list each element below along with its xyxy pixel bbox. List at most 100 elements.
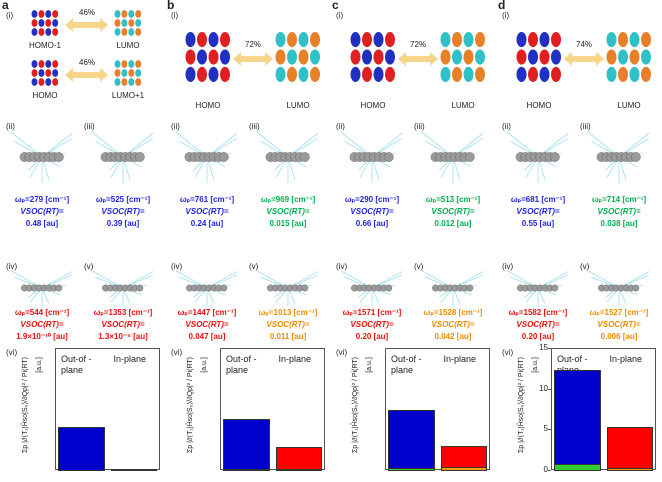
y-axis-label: Σp |∂⟨T₁|Ĥso|S₀⟩/∂Qp|² / Pi(RT) <box>352 356 359 454</box>
mode-value: 0.20 [au] <box>355 332 389 341</box>
y-tick <box>548 470 551 471</box>
row-numeral: (i) <box>6 11 14 20</box>
mode-vsoc: VSOC(RT)= <box>516 320 560 329</box>
mode-value: 0.047 [au] <box>188 332 226 341</box>
orbital-image <box>114 60 142 86</box>
mode-omega: ωₚ=761 [cm⁻¹] <box>179 195 235 204</box>
molecule-image <box>91 131 154 184</box>
molecule-image <box>256 131 319 184</box>
mode-value: 0.24 [au] <box>190 219 224 228</box>
mode-numeral: (iii) <box>414 122 425 131</box>
mode-omega: ωₚ=513 [cm⁻¹] <box>425 195 481 204</box>
mode-numeral: (ii) <box>171 122 180 131</box>
mode-vsoc: VSOC(RT)= <box>20 320 64 329</box>
mode-numeral: (iii) <box>249 122 260 131</box>
chart-numeral: (vi) <box>502 348 514 357</box>
orbital-image <box>516 32 561 82</box>
bar <box>223 419 270 471</box>
percent: 46% <box>78 8 96 17</box>
mode-vsoc: VSOC(RT)= <box>266 320 310 329</box>
category-label: In-plane <box>278 354 312 364</box>
bar <box>58 426 105 471</box>
mode-numeral: (iv) <box>171 262 183 271</box>
mode-omega: ωₚ=1353 [cm⁻¹] <box>93 308 153 317</box>
category-label: Out-of -plane <box>391 354 422 375</box>
bar <box>606 466 653 472</box>
mode-vsoc: VSOC(RT)= <box>185 207 229 216</box>
bar <box>388 410 435 469</box>
plot-frame <box>551 348 656 470</box>
panel-letter: d <box>498 0 506 12</box>
mode-omega: ωₚ=714 [cm⁻¹] <box>591 195 647 204</box>
orbital-image <box>606 32 651 82</box>
category-label: Out-of -plane <box>226 354 257 375</box>
orbital-label: HOMO <box>32 91 58 100</box>
chart-numeral: (vi) <box>336 348 348 357</box>
category-label: In-plane <box>609 354 643 364</box>
mode-value: 1.3×10⁻⁵ [au] <box>98 332 148 341</box>
y-tick-label: 5 <box>543 424 548 434</box>
mode-value: 0.011 [au] <box>269 332 307 341</box>
orbital-label: HOMO <box>526 101 552 110</box>
percent: 72% <box>409 40 427 49</box>
mode-omega: ωₚ=1582 [cm⁻¹] <box>508 308 568 317</box>
y-tick <box>548 388 551 390</box>
y-axis-unit: [a.u.] <box>201 357 208 373</box>
mode-vsoc: VSOC(RT)= <box>185 320 229 329</box>
bar <box>275 468 322 471</box>
molecule-image <box>175 131 238 184</box>
bar <box>606 426 653 469</box>
orbital-label: LUMO+1 <box>111 91 145 100</box>
orbital-image <box>114 10 142 36</box>
mode-numeral: (v) <box>84 262 94 271</box>
mode-value: 0.006 [au] <box>600 332 638 341</box>
mode-value: 0.66 [au] <box>355 219 389 228</box>
mode-vsoc: VSOC(RT)= <box>431 207 475 216</box>
panel-letter: a <box>2 0 9 12</box>
orbital-label: LUMO <box>451 101 475 110</box>
mode-omega: ωₚ=681 [cm⁻¹] <box>510 195 566 204</box>
mode-omega: ωₚ=279 [cm⁻¹] <box>14 195 70 204</box>
mode-vsoc: VSOC(RT)= <box>597 320 641 329</box>
mode-numeral: (iv) <box>502 262 514 271</box>
row-numeral: (i) <box>336 11 344 20</box>
mode-omega: ωₚ=525 [cm⁻¹] <box>95 195 151 204</box>
chart-numeral: (vi) <box>171 348 183 357</box>
mode-value: 0.20 [au] <box>521 332 555 341</box>
bar <box>388 466 435 472</box>
y-tick-label: 0 <box>543 465 548 474</box>
orbital-image <box>275 32 320 82</box>
bar <box>440 465 487 472</box>
molecule-image <box>10 131 73 184</box>
orbital-image <box>350 32 395 82</box>
panel-letter: b <box>167 0 175 12</box>
y-tick-label: 15 <box>539 343 548 352</box>
arrow <box>65 18 108 32</box>
orbital-label: HOMO <box>360 101 386 110</box>
y-tick <box>548 429 551 431</box>
mode-vsoc: VSOC(RT)= <box>101 207 145 216</box>
mode-value: 0.55 [au] <box>521 219 555 228</box>
y-axis-label: Σp |∂⟨T₁|Ĥso|S₀⟩/∂Qp|² / Pi(RT) <box>22 356 29 454</box>
row-numeral: (i) <box>171 11 179 20</box>
mode-vsoc: VSOC(RT)= <box>266 207 310 216</box>
mode-value: 0.012 [au] <box>434 219 472 228</box>
orbital-label: LUMO <box>286 101 310 110</box>
molecule-image <box>506 131 569 184</box>
category-label: In-plane <box>113 354 147 364</box>
mode-value: 0.042 [au] <box>434 332 472 341</box>
orbital-image <box>31 10 59 36</box>
molecule-image <box>10 270 73 306</box>
molecule-image <box>340 270 403 306</box>
molecule-image <box>587 270 650 306</box>
plot-frame <box>385 348 490 470</box>
mode-numeral: (ii) <box>336 122 345 131</box>
molecule-image <box>340 131 403 184</box>
arrow <box>398 52 438 66</box>
bar <box>554 463 601 471</box>
mode-numeral: (ii) <box>502 122 511 131</box>
mode-vsoc: VSOC(RT)= <box>101 320 145 329</box>
orbital-label: LUMO <box>617 101 641 110</box>
mode-omega: ωₚ=969 [cm⁻¹] <box>260 195 316 204</box>
mode-omega: ωₚ=1571 [cm⁻¹] <box>342 308 402 317</box>
